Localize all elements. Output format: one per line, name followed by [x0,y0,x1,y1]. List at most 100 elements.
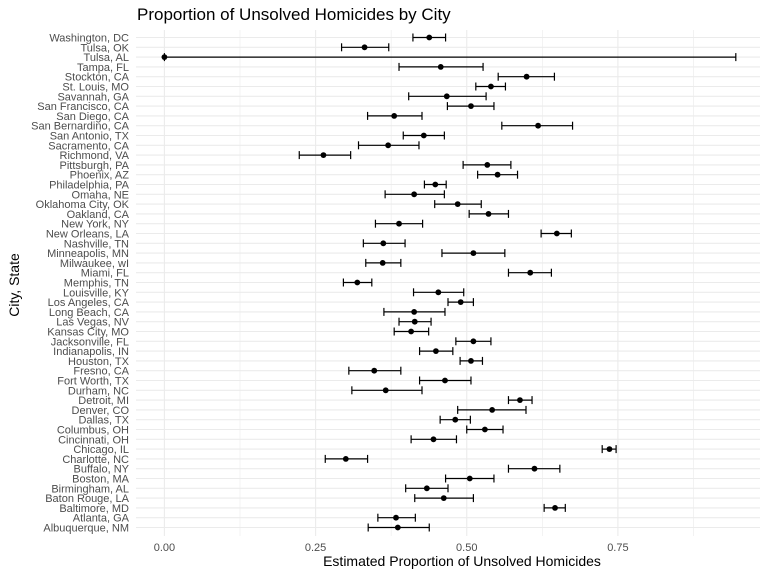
y-tick-label: Kansas City, MO [47,327,129,339]
data-point [411,309,418,315]
x-tick-label: 0.75 [607,542,628,554]
x-tick-label: 0.50 [456,542,477,554]
y-tick-label: Charlotte, NC [62,454,129,466]
y-tick-label: Baltimore, MD [59,503,129,515]
data-point [432,181,439,188]
y-tick-label: Miami, FL [81,268,129,280]
data-point [523,73,530,80]
y-tick-label: Indianapolis, IN [53,346,129,358]
y-tick-label: Savannah, GA [57,91,129,103]
x-axis-title: Estimated Proportion of Unsolved Homicid… [323,553,601,569]
data-point [435,289,442,296]
data-point [371,367,378,374]
data-point [457,299,464,305]
y-tick-label: Las Vegas, NV [56,317,129,329]
y-tick-label: Phoenix, AZ [70,170,130,182]
y-tick-label: Richmond, VA [60,150,130,162]
y-tick-label: San Antonio, TX [50,131,130,143]
data-point [531,465,538,472]
y-tick-label: Stockton, CA [65,72,130,84]
y-tick-label: Fresno, CA [73,366,129,378]
y-tick-label: Oklahoma City, OK [36,199,130,211]
data-point [484,162,491,168]
data-point [430,436,437,443]
data-point [454,201,461,208]
chart-title: Proportion of Unsolved Homicides by City [137,5,451,24]
y-tick-label: New Orleans, LA [46,229,130,241]
y-tick-label: Dallas, TX [78,415,129,427]
y-tick-label: San Francisco, CA [37,101,129,113]
data-point [443,93,450,100]
y-tick-label: Omaha, NE [72,189,129,201]
data-point [354,279,361,286]
y-tick-label: Pittsburgh, PA [60,160,130,172]
data-point [452,416,459,423]
data-point [411,191,418,198]
y-tick-label: Houston, TX [68,356,130,368]
y-tick-label: Albuquerque, NM [43,523,129,535]
y-tick-label: Durham, NC [68,385,129,397]
data-point [379,260,386,266]
data-point [391,113,398,119]
y-tick-label: San Bernardino, CA [31,121,129,133]
y-tick-label: Tampa, FL [77,62,129,74]
y-tick-label: Boston, MA [72,474,130,486]
data-point [385,142,392,149]
data-point [468,358,474,364]
data-point [394,524,401,531]
data-point [468,103,474,109]
data-point [382,387,389,394]
data-point [342,456,349,462]
y-tick-label: Fort Worth, TX [57,376,129,388]
y-tick-label: New York, NY [61,219,130,231]
y-tick-label: Tulsa, AL [84,52,129,64]
y-tick-label: St. Louis, MO [62,82,129,94]
y-tick-label: Nashville, TN [64,238,129,250]
data-point [411,318,418,325]
data-point [489,407,496,413]
data-point [481,426,488,433]
data-point [161,54,168,60]
data-point [437,64,444,70]
data-point [488,83,494,90]
y-tick-label: Minneapolis, MN [47,248,129,260]
data-point [553,230,560,237]
y-tick-label: Long Beach, CA [49,307,130,319]
y-tick-label: Denver, CO [72,405,130,417]
data-point [494,171,501,178]
y-tick-label: Baton Rouge, LA [45,493,129,505]
data-point [552,505,558,511]
data-point [470,338,477,345]
y-tick-label: Chicago, IL [73,444,129,456]
x-tick-label: 0.00 [154,542,175,554]
y-tick-label: Tulsa, OK [81,42,130,54]
data-point [527,269,534,276]
y-tick-label: Oakland, CA [67,209,130,221]
data-point [470,250,477,256]
y-tick-label: Columbus, OH [57,425,129,437]
data-point [361,44,368,51]
data-point [426,34,433,41]
y-tick-label: Louisville, KY [63,287,130,299]
y-tick-label: Birmingham, AL [51,483,129,495]
data-point [396,220,402,227]
y-tick-label: Philadelphia, PA [49,180,130,192]
data-point [433,348,439,354]
data-point [535,122,541,129]
y-tick-label: Memphis, TN [64,278,129,290]
y-tick-label: Milwaukee, wI [60,258,129,270]
y-axis-title: City, State [6,253,22,317]
data-point [466,475,473,482]
data-point [380,240,387,247]
data-point [606,446,613,452]
y-tick-label: Cincinnati, OH [58,434,129,446]
y-tick-label: Buffalo, NY [74,464,130,476]
data-point [320,152,327,159]
y-tick-label: Washington, DC [49,33,129,45]
error-bars [161,33,737,532]
data-point [393,514,399,521]
data-point [517,397,523,403]
y-tick-label: Atlanta, GA [73,513,130,525]
data-point [423,485,430,492]
